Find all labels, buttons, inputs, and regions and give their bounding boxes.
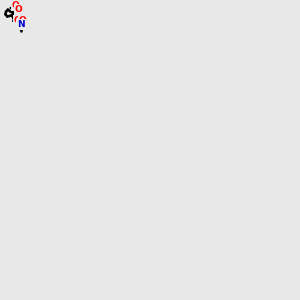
Text: O: O bbox=[19, 16, 26, 25]
Text: O: O bbox=[11, 1, 19, 10]
Text: N: N bbox=[17, 20, 25, 29]
Text: O: O bbox=[14, 16, 21, 25]
Text: O: O bbox=[14, 5, 22, 14]
